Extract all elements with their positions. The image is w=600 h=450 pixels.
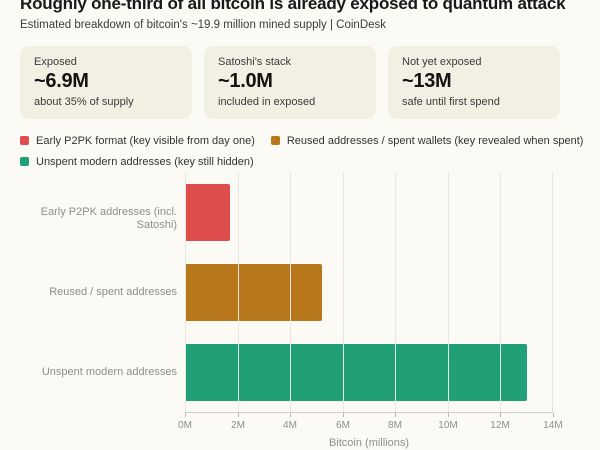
stat-card-value: ~6.9M — [34, 69, 89, 92]
x-axis-tick — [290, 413, 291, 417]
x-axis-tick — [343, 413, 344, 417]
stat-card-sublabel: safe until first spend — [402, 95, 500, 108]
legend-item-unspent-modern: Unspent modern addresses (key still hidd… — [20, 156, 254, 168]
chart-legend: Early P2PK format (key visible from day … — [20, 135, 583, 168]
x-axis-tick — [238, 413, 239, 417]
gridline — [552, 172, 553, 412]
legend-row: Unspent modern addresses (key still hidd… — [20, 156, 580, 168]
legend-swatch-icon — [20, 157, 29, 167]
legend-row: Early P2PK format (key visible from day … — [20, 135, 583, 147]
x-axis-tick-label: 0M — [178, 420, 192, 431]
category-label-reused-spent: Reused / spent addresses — [49, 286, 177, 298]
category-label-unspent-modern: Unspent modern addresses — [41, 366, 177, 378]
x-axis-tick — [500, 413, 501, 417]
x-axis-tick-label: 8M — [388, 420, 402, 431]
gridline — [185, 172, 186, 412]
gridline — [395, 172, 396, 412]
gridline — [238, 172, 239, 412]
stat-cards: Exposed ~6.9M about 35% of supply Satosh… — [20, 45, 560, 119]
x-axis-tick-label: 6M — [336, 420, 350, 431]
x-axis-tick — [185, 413, 186, 417]
x-axis-tick — [448, 413, 449, 417]
x-axis-tick-label: 4M — [283, 420, 297, 431]
legend-label: Unspent modern addresses (key still hidd… — [36, 155, 254, 168]
stat-card-satoshi-stack: Satoshi's stack ~1.0M included in expose… — [204, 45, 376, 119]
legend-item-early-p2pk: Early P2PK format (key visible from day … — [20, 135, 255, 147]
legend-label: Early P2PK format (key visible from day … — [36, 134, 255, 147]
gridline — [448, 172, 449, 412]
stat-card-sublabel: included in exposed — [218, 95, 316, 108]
legend-swatch-icon — [270, 136, 280, 146]
page-title: Roughly one-third of all bitcoin is alre… — [20, 0, 566, 13]
stat-card-exposed: Exposed ~6.9M about 35% of supply — [20, 45, 192, 119]
stat-card-sublabel: about 35% of supply — [34, 95, 134, 108]
x-axis-label: Bitcoin (millions) — [328, 437, 410, 449]
page-subtitle: Estimated breakdown of bitcoin's ~19.9 m… — [20, 18, 387, 31]
gridline — [343, 172, 344, 412]
x-axis-tick — [395, 413, 396, 417]
stat-card-value: ~13M — [402, 69, 452, 92]
x-axis-tick-label: 2M — [231, 420, 245, 431]
stat-card-label: Not yet exposed — [402, 55, 482, 68]
bar-early-p2pk — [185, 184, 230, 241]
legend-swatch-icon — [20, 136, 29, 146]
x-axis-tick-label: 12M — [490, 420, 510, 431]
category-label-early-p2pk: Early P2PK addresses (incl. Satoshi) — [40, 206, 177, 231]
x-axis-tick-label: 10M — [438, 420, 458, 431]
legend-label: Reused addresses / spent wallets (key re… — [286, 134, 584, 147]
gridline — [500, 172, 501, 412]
stat-card-not-exposed: Not yet exposed ~13M safe until first sp… — [388, 45, 560, 119]
stat-card-value: ~1.0M — [218, 69, 273, 92]
bar-unspent-modern — [185, 344, 527, 401]
bar-chart: Early P2PK addresses (incl. Satoshi) Reu… — [0, 172, 600, 449]
bar-reused-spent — [185, 264, 322, 321]
x-axis-tick-label: 14M — [543, 420, 563, 431]
stat-card-label: Satoshi's stack — [218, 55, 292, 68]
gridline — [290, 172, 291, 412]
legend-item-reused-spent: Reused addresses / spent wallets (key re… — [270, 134, 584, 147]
x-axis-tick — [553, 413, 554, 417]
stat-card-label: Exposed — [34, 55, 77, 68]
plot-area — [185, 172, 553, 413]
